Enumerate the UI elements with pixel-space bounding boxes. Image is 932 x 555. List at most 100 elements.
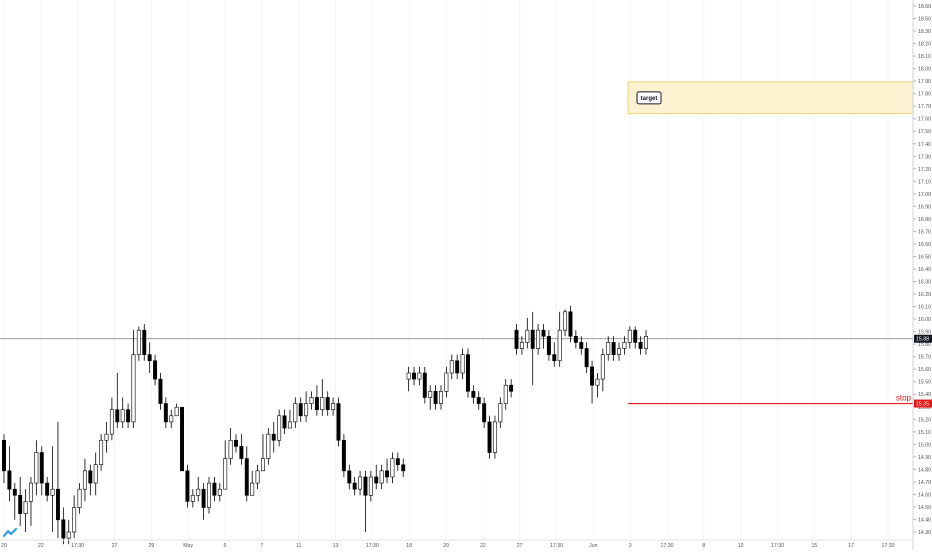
candle[interactable] [99, 434, 104, 471]
candle[interactable] [455, 354, 460, 380]
candle[interactable] [239, 434, 244, 465]
candle[interactable] [606, 336, 611, 361]
candle[interactable] [476, 391, 481, 410]
candle[interactable] [552, 342, 557, 367]
candle[interactable] [34, 440, 39, 496]
candle[interactable] [120, 397, 125, 429]
candle[interactable] [50, 446, 55, 532]
candle[interactable] [498, 397, 503, 429]
candle[interactable] [282, 409, 287, 435]
candle[interactable] [153, 354, 158, 386]
candle[interactable] [573, 330, 578, 349]
candle[interactable] [185, 464, 190, 508]
candle[interactable] [115, 372, 120, 429]
candle[interactable] [633, 326, 638, 349]
candle[interactable] [131, 330, 136, 429]
candle[interactable] [482, 397, 487, 429]
candle[interactable] [163, 397, 168, 429]
candle[interactable] [395, 452, 400, 471]
candle[interactable] [29, 476, 33, 526]
candle[interactable] [104, 421, 109, 453]
candle[interactable] [385, 458, 390, 484]
candle[interactable] [271, 421, 276, 453]
candle[interactable] [88, 464, 93, 496]
candle[interactable] [368, 470, 373, 502]
candle[interactable] [449, 354, 454, 380]
candle[interactable] [595, 372, 600, 398]
candle[interactable] [18, 476, 23, 526]
candle[interactable] [72, 495, 77, 539]
candle[interactable] [7, 446, 12, 502]
candle[interactable] [492, 415, 497, 459]
candle[interactable] [417, 366, 422, 386]
candle[interactable] [584, 342, 589, 373]
candle[interactable] [93, 452, 98, 496]
candle[interactable] [61, 507, 66, 545]
candle[interactable] [255, 464, 260, 490]
candle[interactable] [277, 409, 282, 447]
candle[interactable] [541, 324, 546, 349]
candle[interactable] [509, 379, 514, 398]
candle[interactable] [234, 434, 238, 453]
candle[interactable] [147, 342, 152, 373]
candle[interactable] [228, 428, 233, 465]
candle[interactable] [174, 403, 179, 417]
candle[interactable] [519, 336, 524, 355]
candle[interactable] [244, 446, 249, 502]
candle[interactable] [546, 330, 551, 361]
candle[interactable] [180, 406, 185, 472]
candle[interactable] [136, 326, 141, 361]
candle[interactable] [45, 476, 50, 502]
candle[interactable] [207, 476, 211, 514]
candle[interactable] [2, 434, 6, 484]
candle[interactable] [374, 464, 379, 490]
candle[interactable] [401, 458, 406, 477]
candle[interactable] [444, 366, 449, 398]
candle[interactable] [314, 385, 319, 416]
candle[interactable] [250, 470, 255, 496]
candle[interactable] [644, 330, 648, 355]
candle[interactable] [12, 483, 17, 520]
candle[interactable] [503, 379, 508, 410]
candle[interactable] [55, 421, 60, 539]
candle[interactable] [142, 324, 147, 361]
candle[interactable] [39, 446, 44, 496]
candle[interactable] [169, 409, 174, 429]
candle[interactable] [412, 366, 416, 386]
candle[interactable] [390, 452, 395, 484]
candle[interactable] [590, 360, 595, 404]
candle[interactable] [379, 464, 384, 490]
candle[interactable] [439, 385, 443, 410]
candle[interactable] [217, 483, 222, 502]
candle[interactable] [158, 372, 163, 410]
candle[interactable] [341, 434, 346, 477]
candle[interactable] [487, 415, 492, 459]
candle[interactable] [568, 305, 573, 343]
candle[interactable] [406, 366, 411, 392]
price-axis[interactable]: 18.60 18.50 18.30 18.20 18.10 18.00 17.90 17.80… [912, 0, 931, 550]
candle[interactable] [638, 336, 643, 355]
candle[interactable] [627, 326, 632, 349]
candle[interactable] [579, 336, 584, 355]
candle[interactable] [304, 391, 309, 422]
candle[interactable] [358, 470, 363, 496]
candle[interactable] [557, 311, 562, 367]
candle[interactable] [428, 385, 433, 410]
candle[interactable] [347, 464, 352, 490]
candle[interactable] [471, 385, 476, 404]
candle[interactable] [126, 403, 131, 429]
candle[interactable] [617, 342, 621, 361]
candle[interactable] [465, 348, 470, 398]
candle[interactable] [530, 311, 535, 386]
candle[interactable] [460, 348, 465, 380]
candle[interactable] [514, 324, 519, 355]
candle[interactable] [293, 397, 298, 429]
candle[interactable] [331, 397, 336, 416]
candle[interactable] [336, 397, 341, 447]
candle[interactable] [563, 309, 568, 337]
candle[interactable] [352, 476, 357, 496]
candle[interactable] [201, 483, 206, 520]
candle[interactable] [287, 409, 292, 429]
